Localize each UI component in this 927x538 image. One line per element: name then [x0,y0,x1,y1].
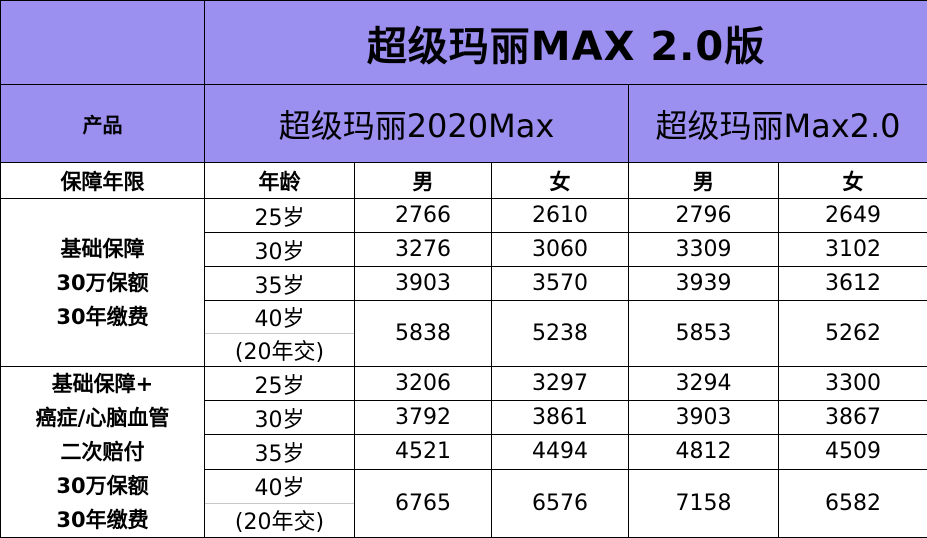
section-label-basic: 基础保障 30万保额 30年缴费 [1,199,205,367]
premium-cell: 5853 [629,301,779,367]
age-cell-split: 40岁 (20年交) [205,301,355,367]
premium-cell: 3903 [629,401,779,435]
premium-cell: 3939 [629,267,779,301]
premium-cell: 2766 [355,199,492,233]
female-header-max2: 女 [779,163,927,199]
title-blank [1,1,205,85]
premium-cell: 6765 [355,469,492,537]
premium-cell: 2610 [492,199,629,233]
premium-cell: 3861 [492,401,629,435]
age-cell: 30岁 [205,233,355,267]
term-header: 保障年限 [1,163,205,199]
age-cell: 25岁 [205,367,355,401]
premium-cell: 3903 [355,267,492,301]
section-label-line: 癌症/心脑血管 [1,401,204,435]
section-label-line: 30年缴费 [1,300,204,334]
product-name-max2: 超级玛丽Max2.0 [629,85,927,163]
premium-cell: 3060 [492,233,629,267]
product-name-2020max: 超级玛丽2020Max [205,85,629,163]
premium-cell: 3276 [355,233,492,267]
male-header-2020max: 男 [355,163,492,199]
age-cell: 25岁 [205,199,355,233]
male-header-max2: 男 [629,163,779,199]
premium-cell: 6576 [492,469,629,537]
premium-cell: 2649 [779,199,927,233]
premium-cell: 3294 [629,367,779,401]
section-label-line: 30万保额 [1,469,204,503]
premium-cell: 4494 [492,435,629,469]
premium-cell: 4521 [355,435,492,469]
section-label-line: 基础保障 [1,232,204,266]
page-title: 超级玛丽MAX 2.0版 [205,1,927,85]
age-cell: 35岁 [205,267,355,301]
section-label-line: 基础保障+ [1,367,204,401]
age-cell-split: 40岁 (20年交) [205,469,355,537]
age-note: (20年交) [205,504,354,537]
premium-cell: 5262 [779,301,927,367]
section-label-line: 二次赔付 [1,435,204,469]
age-cell: 30岁 [205,401,355,435]
premium-cell: 4509 [779,435,927,469]
premium-cell: 3792 [355,401,492,435]
section-label-line: 30年缴费 [1,503,204,537]
premium-cell: 3300 [779,367,927,401]
age-cell: 35岁 [205,435,355,469]
premium-cell: 3309 [629,233,779,267]
premium-cell: 3297 [492,367,629,401]
premium-cell: 3612 [779,267,927,301]
premium-cell: 5238 [492,301,629,367]
section-label-line: 30万保额 [1,266,204,300]
premium-cell: 2796 [629,199,779,233]
premium-cell: 4812 [629,435,779,469]
premium-cell: 3102 [779,233,927,267]
female-header-2020max: 女 [492,163,629,199]
premium-cell: 3867 [779,401,927,435]
premium-cell: 3206 [355,367,492,401]
product-label: 产品 [1,85,205,163]
age-value: 40岁 [205,301,354,334]
premium-cell: 7158 [629,469,779,537]
premium-cell: 5838 [355,301,492,367]
age-value: 40岁 [205,470,354,504]
age-header: 年龄 [205,163,355,199]
section-label-plus: 基础保障+ 癌症/心脑血管 二次赔付 30万保额 30年缴费 [1,367,205,538]
premium-cell: 6582 [779,469,927,537]
age-note: (20年交) [205,334,354,366]
premium-cell: 3570 [492,267,629,301]
